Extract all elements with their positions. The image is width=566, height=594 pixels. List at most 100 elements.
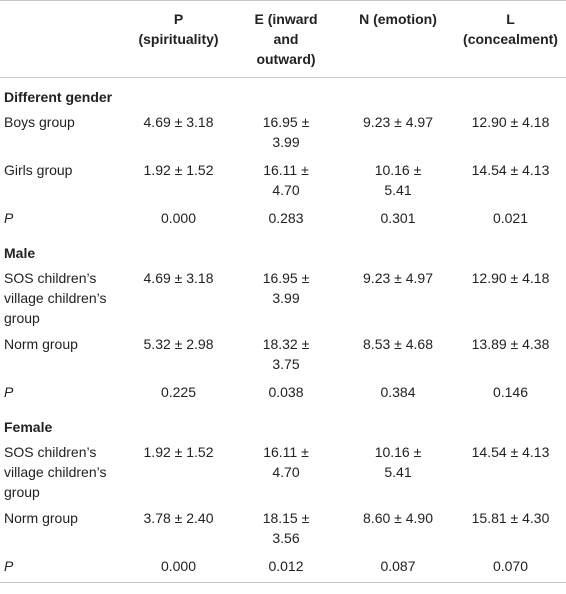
- cell-text-line: 10.16 ±: [374, 162, 422, 178]
- header-corner: [0, 0, 126, 78]
- cell-text-line: 0.225: [160, 384, 197, 400]
- value-cell: 1.92 ± 1.52: [126, 160, 231, 208]
- cell-text-line: group: [4, 484, 40, 500]
- value-cell: 8.60 ± 4.90: [341, 508, 455, 556]
- value-cell: 12.90 ± 4.18: [455, 112, 566, 160]
- cell-text-line: 4.70: [272, 464, 300, 480]
- row-label: Norm group: [0, 334, 126, 382]
- value-cell: 10.16 ± 5.41: [341, 160, 455, 208]
- cell-text-line: 18.15 ±: [262, 510, 310, 526]
- value-cell: 10.16 ± 5.41: [341, 442, 455, 508]
- value-cell: 14.54 ± 4.13: [455, 160, 566, 208]
- cell-text-line: Norm group: [4, 510, 78, 526]
- cell-text-line: 14.54 ± 4.13: [471, 162, 550, 178]
- row-label: Girls group: [0, 160, 126, 208]
- value-cell: 3.78 ± 2.40: [126, 508, 231, 556]
- value-cell: 0.000: [126, 556, 231, 583]
- header-l: L (concealment): [455, 0, 566, 78]
- cell-text-line: 8.60 ± 4.90: [363, 510, 433, 526]
- cell-text-line: 4.69 ± 3.18: [143, 114, 214, 130]
- cell-text-line: 0.283: [268, 210, 304, 226]
- cell-text-line: 18.32 ±: [262, 336, 310, 352]
- value-cell: 15.81 ± 4.30: [455, 508, 566, 556]
- value-cell: 0.283: [231, 208, 341, 234]
- value-cell: 0.021: [455, 208, 566, 234]
- cell-text-line: Boys group: [4, 114, 75, 130]
- section-title: Female: [4, 419, 53, 435]
- value-cell: 0.225: [126, 382, 231, 408]
- cell-text-line: 0.146: [492, 384, 529, 400]
- table-row: P 0.000 0.012 0.087 0.070: [0, 556, 566, 583]
- cell-text-line: 0.087: [380, 558, 416, 574]
- header-p: P (spirituality): [126, 0, 231, 78]
- row-label: SOS children’s village children’s group: [0, 442, 126, 508]
- cell-text-line: (concealment): [463, 31, 558, 47]
- table-row: Norm group 3.78 ± 2.40 18.15 ± 3.56 8.60 ± 4…: [0, 508, 566, 556]
- value-cell: 0.000: [126, 208, 231, 234]
- cell-text-line: SOS children’s: [4, 270, 97, 286]
- header-row: P (spirituality) E (inward and outward) N (…: [0, 0, 566, 78]
- value-cell: 9.23 ± 4.97: [341, 268, 455, 334]
- table-row: P 0.225 0.038 0.384 0.146: [0, 382, 566, 408]
- cell-text-line: 13.89 ± 4.38: [471, 336, 550, 352]
- cell-text-line: 12.90 ± 4.18: [471, 114, 550, 130]
- cell-text-line: (spirituality): [138, 31, 219, 47]
- cell-text-line: 16.11 ±: [263, 444, 309, 460]
- value-cell: 9.23 ± 4.97: [341, 112, 455, 160]
- value-cell: 14.54 ± 4.13: [455, 442, 566, 508]
- cell-text-line: 1.92 ± 1.52: [143, 444, 214, 460]
- cell-text-line: 3.99: [272, 290, 300, 306]
- cell-text-line: 16.95 ±: [262, 270, 310, 286]
- cell-text-line: P: [173, 11, 184, 27]
- value-cell: 0.087: [341, 556, 455, 583]
- table-body: Different gender Boys group 4.69 ± 3.18 16.…: [0, 78, 566, 583]
- value-cell: 16.11 ± 4.70: [231, 442, 341, 508]
- section-title: Male: [4, 245, 36, 261]
- cell-text-line: village children’s: [4, 464, 107, 480]
- value-cell: 18.15 ± 3.56: [231, 508, 341, 556]
- cell-text-line: P: [4, 384, 14, 400]
- cell-text-line: group: [4, 310, 40, 326]
- header-n: N (emotion): [341, 0, 455, 78]
- cell-text-line: 5.32 ± 2.98: [143, 336, 214, 352]
- value-cell: 18.32 ± 3.75: [231, 334, 341, 382]
- cell-text-line: 3.78 ± 2.40: [143, 510, 214, 526]
- table-row: SOS children’s village children’s group 4.6…: [0, 268, 566, 334]
- value-cell: 0.038: [231, 382, 341, 408]
- cell-text-line: 15.81 ± 4.30: [471, 510, 550, 526]
- cell-text-line: 4.70: [272, 182, 300, 198]
- table-row: Boys group 4.69 ± 3.18 16.95 ± 3.99 9.23 ± 4…: [0, 112, 566, 160]
- value-cell: 16.11 ± 4.70: [231, 160, 341, 208]
- cell-text-line: 8.53 ± 4.68: [363, 336, 433, 352]
- value-cell: 0.070: [455, 556, 566, 583]
- value-cell: 8.53 ± 4.68: [341, 334, 455, 382]
- cell-text-line: 0.012: [268, 558, 304, 574]
- value-cell: 0.301: [341, 208, 455, 234]
- cell-text-line: P: [4, 558, 14, 574]
- value-cell: 13.89 ± 4.38: [455, 334, 566, 382]
- cell-text-line: Girls group: [4, 162, 73, 178]
- row-label: P: [0, 208, 126, 234]
- cell-text-line: L: [506, 11, 515, 27]
- cell-text-line: 16.95 ±: [262, 114, 310, 130]
- table-row: Norm group 5.32 ± 2.98 18.32 ± 3.75 8.53 ± 4…: [0, 334, 566, 382]
- value-cell: 5.32 ± 2.98: [126, 334, 231, 382]
- cell-text-line: 0.384: [380, 384, 416, 400]
- value-cell: 0.012: [231, 556, 341, 583]
- row-label: SOS children’s village children’s group: [0, 268, 126, 334]
- cell-text-line: 12.90 ± 4.18: [471, 270, 550, 286]
- value-cell: 4.69 ± 3.18: [126, 268, 231, 334]
- section-header-row: Different gender: [0, 78, 566, 113]
- cell-text-line: Norm group: [4, 336, 78, 352]
- cell-text-line: 1.92 ± 1.52: [143, 162, 214, 178]
- table-row: Girls group 1.92 ± 1.52 16.11 ± 4.70 10.16 ±…: [0, 160, 566, 208]
- value-cell: 1.92 ± 1.52: [126, 442, 231, 508]
- cell-text-line: P: [4, 210, 14, 226]
- cell-text-line: 0.038: [268, 384, 304, 400]
- cell-text-line: village children’s: [4, 290, 107, 306]
- row-label: Boys group: [0, 112, 126, 160]
- row-label: Norm group: [0, 508, 126, 556]
- cell-text-line: SOS children’s: [4, 444, 97, 460]
- value-cell: 16.95 ± 3.99: [231, 268, 341, 334]
